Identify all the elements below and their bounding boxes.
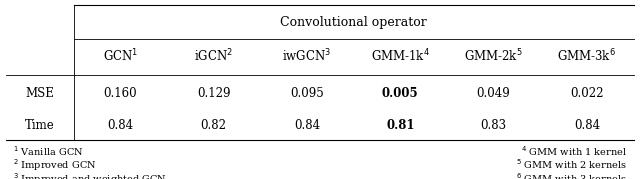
Text: 0.160: 0.160 xyxy=(104,88,137,100)
Text: $^4$ GMM with 1 kernel: $^4$ GMM with 1 kernel xyxy=(521,144,627,158)
Text: iGCN$^2$: iGCN$^2$ xyxy=(194,48,233,65)
Text: 0.005: 0.005 xyxy=(382,88,419,100)
Text: Convolutional operator: Convolutional operator xyxy=(280,16,427,29)
Text: GMM-1k$^4$: GMM-1k$^4$ xyxy=(371,48,429,65)
Text: 0.022: 0.022 xyxy=(570,88,604,100)
Text: $^5$ GMM with 2 kernels: $^5$ GMM with 2 kernels xyxy=(516,158,627,171)
Text: 0.84: 0.84 xyxy=(574,119,600,132)
Text: 0.82: 0.82 xyxy=(200,119,227,132)
Text: GMM-3k$^6$: GMM-3k$^6$ xyxy=(557,48,616,65)
Text: $^1$ Vanilla GCN: $^1$ Vanilla GCN xyxy=(13,144,83,158)
Text: 0.095: 0.095 xyxy=(290,88,324,100)
Text: 0.84: 0.84 xyxy=(108,119,133,132)
Text: 0.83: 0.83 xyxy=(481,119,507,132)
Text: iwGCN$^3$: iwGCN$^3$ xyxy=(282,48,332,65)
Text: GCN$^1$: GCN$^1$ xyxy=(102,48,138,65)
Text: 0.84: 0.84 xyxy=(294,119,320,132)
Text: 0.049: 0.049 xyxy=(477,88,511,100)
Text: $^2$ Improved GCN: $^2$ Improved GCN xyxy=(13,158,97,173)
Text: GMM-2k$^5$: GMM-2k$^5$ xyxy=(464,48,523,65)
Text: $^3$ Improved and weighted GCN: $^3$ Improved and weighted GCN xyxy=(13,171,166,179)
Text: MSE: MSE xyxy=(26,88,54,100)
Text: $^6$ GMM with 3 kernels: $^6$ GMM with 3 kernels xyxy=(516,171,627,179)
Text: 0.129: 0.129 xyxy=(197,88,230,100)
Text: 0.81: 0.81 xyxy=(386,119,415,132)
Text: Time: Time xyxy=(25,119,55,132)
